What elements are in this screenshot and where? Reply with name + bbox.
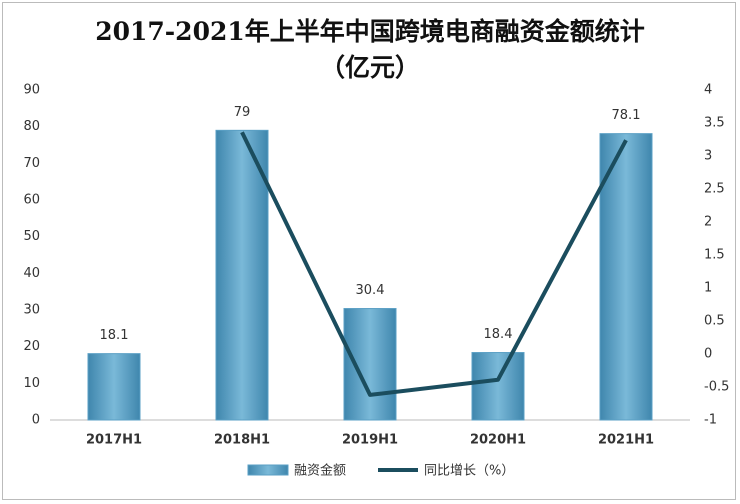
y2-tick-label: 1: [704, 281, 712, 296]
data-label: 30.4: [356, 283, 385, 298]
y2-tick-label: -0.5: [704, 380, 729, 395]
bar: [215, 129, 269, 421]
y-tick-label: 70: [23, 156, 40, 171]
bar: [599, 133, 653, 421]
legend-swatch: [247, 464, 289, 476]
data-label: 78.1: [612, 108, 641, 123]
y2-tick-label: 2: [704, 215, 712, 230]
y-tick-label: 80: [23, 119, 40, 134]
x-tick-label: 2018H1: [214, 433, 270, 448]
y-tick-label: 60: [23, 193, 40, 208]
data-label: 18.1: [100, 328, 129, 343]
data-label: 18.4: [484, 327, 513, 342]
y-tick-label: 0: [32, 413, 40, 428]
y-tick-label: 30: [23, 303, 40, 318]
y2-tick-label: 1.5: [704, 248, 725, 263]
x-tick-label: 2020H1: [470, 433, 526, 448]
data-label: 79: [234, 105, 251, 120]
x-tick-label: 2019H1: [342, 433, 398, 448]
bar: [471, 352, 525, 421]
y2-tick-label: 0: [704, 347, 712, 362]
y2-tick-label: 3.5: [704, 116, 725, 131]
y2-tick-label: 2.5: [704, 182, 725, 197]
y2-tick-label: 3: [704, 149, 712, 164]
y-tick-label: 90: [23, 83, 40, 98]
legend-label: 同比增长（%）: [424, 464, 514, 479]
x-tick-label: 2017H1: [86, 433, 142, 448]
y2-tick-label: -1: [704, 413, 717, 428]
y-tick-label: 40: [23, 266, 40, 281]
bar: [343, 308, 397, 421]
bar: [87, 353, 141, 421]
y-tick-label: 50: [23, 229, 40, 244]
x-tick-label: 2021H1: [598, 433, 654, 448]
chart-title: 2017-2021年上半年中国跨境电商融资金额统计（亿元）: [95, 17, 645, 82]
line: [240, 131, 628, 397]
y-tick-label: 20: [23, 339, 40, 354]
legend-label: 融资金额: [294, 463, 346, 479]
y2-tick-label: 4: [704, 83, 712, 98]
y2-tick-label: 0.5: [704, 314, 725, 329]
y-tick-label: 10: [23, 376, 40, 391]
